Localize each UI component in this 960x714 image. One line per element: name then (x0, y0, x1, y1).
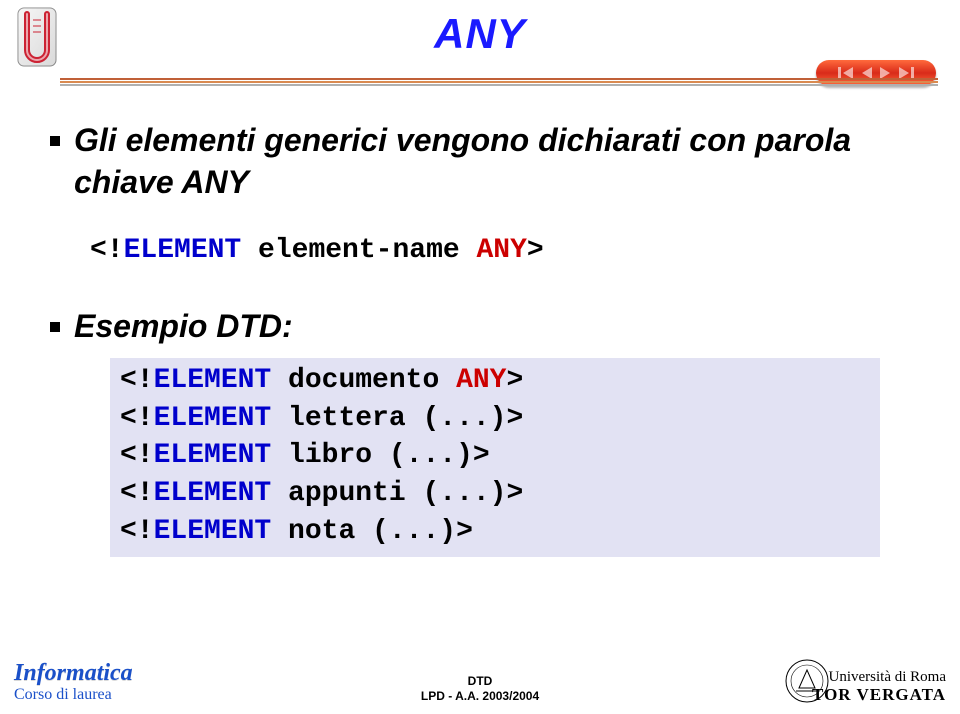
code-l2-elem: ELEMENT (154, 403, 272, 434)
code-l4-open: <! (120, 478, 154, 509)
code-l1-any: ANY (456, 365, 506, 396)
code-l3-open: <! (120, 440, 154, 471)
footer-right: Università di Roma TOR VERGATA (812, 670, 946, 704)
code-l1-open: <! (120, 365, 154, 396)
code-l2-rest: lettera (...)> (271, 403, 523, 434)
code-l1-elem: ELEMENT (154, 365, 272, 396)
syntax-any: ANY (476, 235, 526, 266)
slide: ANY Gli elementi generici (0, 0, 960, 714)
syntax-line: <!ELEMENT element-name ANY> (90, 235, 920, 266)
bullet-dot-icon (50, 136, 60, 146)
bullet-2: Esempio DTD: (50, 306, 920, 348)
slide-title: ANY (0, 10, 960, 58)
code-l2-open: <! (120, 403, 154, 434)
code-l4-elem: ELEMENT (154, 478, 272, 509)
bullet-dot-icon (50, 322, 60, 332)
code-l1-close: > (507, 365, 524, 396)
code-l5-open: <! (120, 516, 154, 547)
bullet-1-text: Gli elementi generici vengono dichiarati… (74, 120, 920, 203)
code-l3-rest: libro (...)> (271, 440, 489, 471)
footer: Informatica Corso di laurea DTD LPD - A.… (0, 654, 960, 710)
syntax-name: element-name (241, 235, 476, 266)
code-l5-elem: ELEMENT (154, 516, 272, 547)
syntax-open: <! (90, 235, 124, 266)
content-area: Gli elementi generici vengono dichiarati… (50, 120, 920, 634)
header-divider (60, 78, 938, 88)
bullet-2-text: Esempio DTD: (74, 306, 293, 348)
code-l5-rest: nota (...)> (271, 516, 473, 547)
footer-uni-campus: TOR VERGATA (812, 686, 946, 704)
code-l3-elem: ELEMENT (154, 440, 272, 471)
code-l1-name: documento (271, 365, 456, 396)
bullet-1: Gli elementi generici vengono dichiarati… (50, 120, 920, 203)
header: ANY (0, 6, 960, 76)
code-example: <!ELEMENT documento ANY> <!ELEMENT lette… (110, 358, 880, 557)
syntax-elem: ELEMENT (124, 235, 242, 266)
footer-uni-name: Università di Roma (812, 670, 946, 686)
syntax-close: > (527, 235, 544, 266)
code-l4-rest: appunti (...)> (271, 478, 523, 509)
